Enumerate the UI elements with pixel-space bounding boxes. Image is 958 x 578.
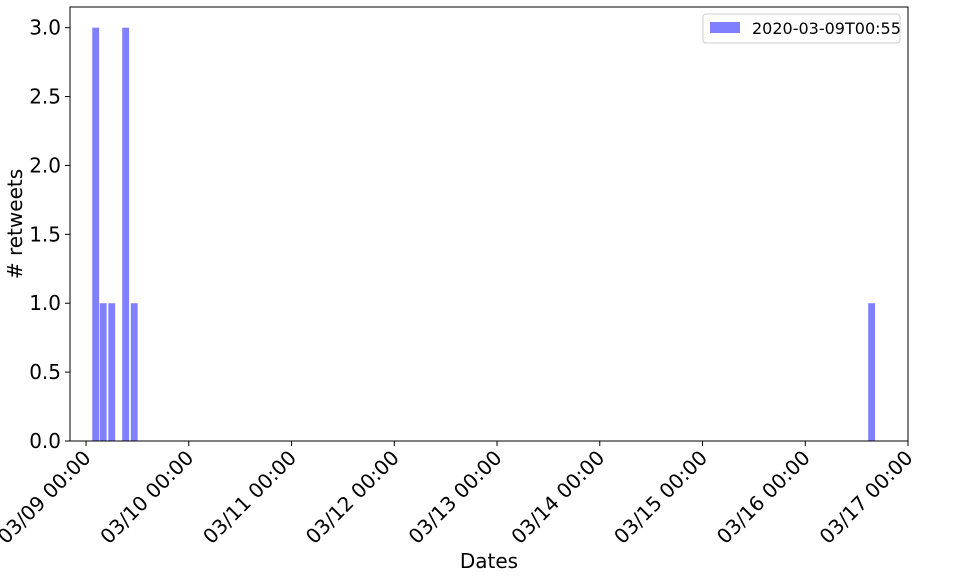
legend-swatch [710,22,740,33]
bar-4 [130,303,138,441]
legend: 2020-03-09T00:55 [702,13,901,44]
x-axis-ticks: 03/09 00:00 03/10 00:00 03/11 00:00 03/12 0… [0,441,918,549]
bar-5 [868,303,876,441]
y-tick-label-2: 1.0 [29,291,61,315]
x-tick-label-6: 03/15 00:00 [609,446,712,549]
bar-0 [92,27,100,442]
x-tick-label-1: 03/10 00:00 [95,446,198,549]
bar-3 [122,27,130,442]
y-axis-ticks: 0.0 0.5 1.0 1.5 2.0 2.5 3.0 [29,16,70,453]
y-tick-label-1: 0.5 [29,360,61,384]
x-tick-label-4: 03/13 00:00 [404,446,507,549]
y-axis-label: # retweets [3,169,27,279]
plot-frame [69,6,909,442]
y-tick-label-0: 0.0 [29,429,61,453]
x-tick-label-5: 03/14 00:00 [506,446,609,549]
x-tick-label-7: 03/16 00:00 [712,446,815,549]
x-tick-label-3: 03/12 00:00 [301,446,404,549]
bars-group [92,27,876,442]
y-tick-label-5: 2.5 [29,85,61,109]
bar-2 [108,303,116,441]
x-axis-label: Dates [460,549,518,573]
legend-entry-label: 2020-03-09T00:55 [752,19,901,38]
x-tick-label-2: 03/11 00:00 [198,446,301,549]
x-tick-label-8: 03/17 00:00 [815,446,918,549]
legend-box [702,13,901,44]
y-tick-label-3: 1.5 [29,222,61,246]
bar-1 [99,303,107,441]
y-tick-label-4: 2.0 [29,153,61,177]
x-tick-label-0: 03/09 00:00 [0,446,96,549]
y-tick-label-6: 3.0 [29,16,61,40]
